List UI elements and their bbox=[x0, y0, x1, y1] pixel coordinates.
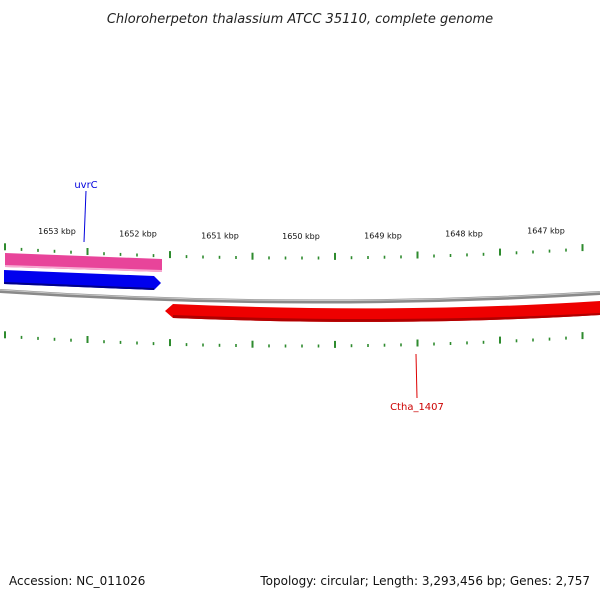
tick-label: 1647 kbp bbox=[527, 227, 565, 236]
Ctha_1407-gene-arrow-shade bbox=[173, 313, 600, 322]
lower-tick-ring bbox=[4, 331, 584, 348]
uvrC-label[interactable]: uvrC bbox=[74, 180, 97, 191]
genome-backbone-highlight bbox=[0, 289, 600, 302]
Ctha_1407-label[interactable]: Ctha_1407 bbox=[390, 402, 444, 413]
Ctha_1407-gene-arrow[interactable] bbox=[165, 301, 600, 322]
genome-summary-text: Topology: circular; Length: 3,293,456 bp… bbox=[260, 574, 590, 588]
upper-tick-ring bbox=[4, 243, 584, 260]
tick-label: 1648 kbp bbox=[445, 230, 483, 239]
tick-label: 1653 kbp bbox=[38, 227, 76, 236]
map-title: Chloroherpeton thalassium ATCC 35110, co… bbox=[107, 12, 493, 27]
tick-label: 1650 kbp bbox=[282, 232, 320, 241]
tick-label: 1649 kbp bbox=[364, 231, 402, 240]
pink-gene-arrow-shade bbox=[5, 265, 162, 272]
tick-labels: 1653 kbp 1652 kbp 1651 kbp 1650 kbp 1649 kbp… bbox=[38, 227, 565, 241]
tick-label: 1651 kbp bbox=[201, 231, 239, 240]
tick-label: 1652 kbp bbox=[119, 230, 157, 239]
genome-backbone bbox=[0, 289, 600, 304]
uvrC-gene-arrow-shade bbox=[4, 282, 154, 290]
Ctha_1407-label-leader bbox=[415, 353, 418, 399]
uvrC-label-leader bbox=[83, 190, 87, 243]
accession-text: Accession: NC_011026 bbox=[9, 574, 146, 588]
